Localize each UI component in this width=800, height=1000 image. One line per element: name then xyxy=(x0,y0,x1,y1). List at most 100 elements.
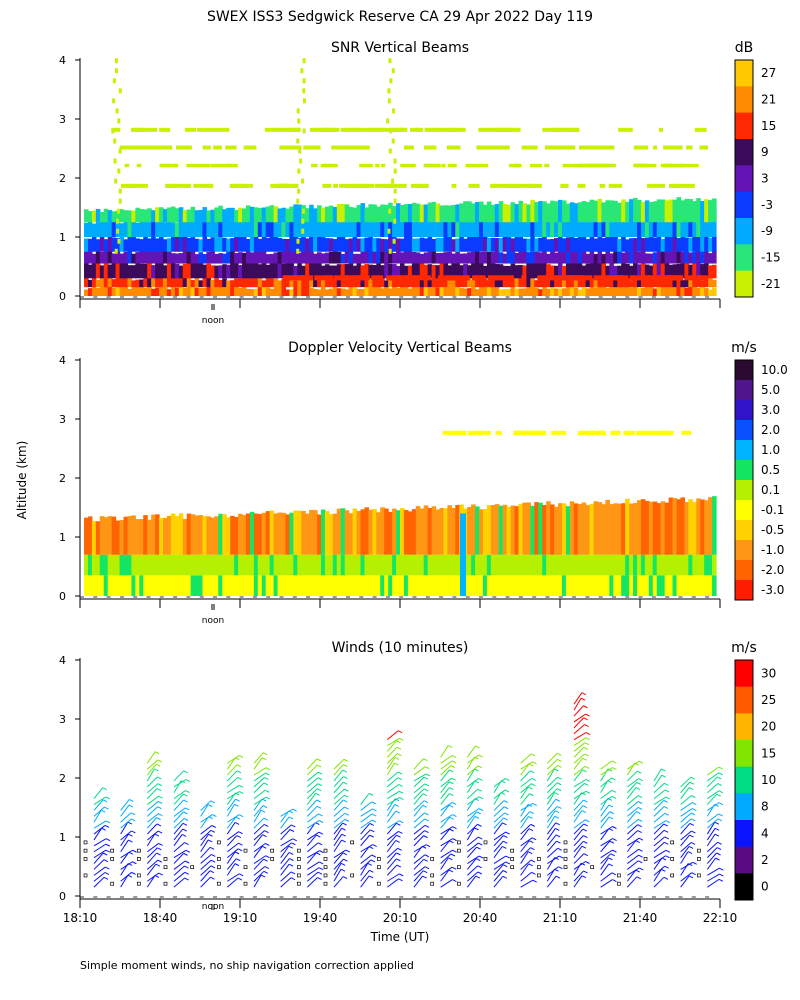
wind-barb-flag xyxy=(664,782,669,786)
doppler-cell xyxy=(297,510,302,555)
snr-cell xyxy=(155,219,160,237)
doppler-cell xyxy=(328,554,334,576)
snr-strong-echo xyxy=(474,275,482,281)
doppler-cell xyxy=(617,503,622,555)
doppler-cell xyxy=(226,554,231,576)
snr-cell xyxy=(534,238,539,252)
wind-barb-flag xyxy=(581,810,586,814)
snr-aloft-echo xyxy=(311,163,318,168)
snr-cell xyxy=(455,285,460,296)
snr-cell xyxy=(427,250,433,264)
snr-aloft-echo xyxy=(213,145,222,150)
wind-barb xyxy=(120,818,132,829)
snr-cell xyxy=(577,215,583,237)
snr-cell xyxy=(439,287,445,296)
snr-cell xyxy=(277,251,283,264)
snr-aloft-echo xyxy=(561,127,571,132)
wind-barb-flag xyxy=(318,820,324,823)
snr-cell xyxy=(123,285,129,296)
snr-cell xyxy=(147,208,152,223)
wind-barb-flag xyxy=(291,842,296,846)
snr-cell xyxy=(321,237,326,252)
doppler-cell xyxy=(261,512,267,555)
wind-barb xyxy=(493,855,507,864)
snr-cell xyxy=(214,285,219,296)
wind-barb-flag xyxy=(637,770,642,774)
snr-cell xyxy=(652,278,658,288)
wind-barb-flag xyxy=(341,833,346,837)
wind-barb-flag xyxy=(585,732,591,735)
wind-barb xyxy=(333,794,345,805)
wind-barb-flag xyxy=(585,779,591,782)
snr-cell xyxy=(680,286,685,296)
wind-barb-flag xyxy=(342,852,348,856)
doppler-cell xyxy=(123,554,129,576)
snr-cell xyxy=(242,218,247,237)
wind-barb-flag xyxy=(422,875,427,879)
wind-barb xyxy=(626,869,637,882)
wind-barb-flag xyxy=(719,867,724,871)
doppler-cell xyxy=(573,554,579,576)
doppler-cell xyxy=(99,554,105,576)
snr-cell xyxy=(510,202,516,223)
wind-barb-flag xyxy=(557,806,562,809)
snr-aloft-echo xyxy=(562,163,573,168)
snr-cell xyxy=(581,212,587,237)
snr-cell xyxy=(423,204,429,223)
snr-cell xyxy=(242,285,247,296)
snr-cell xyxy=(277,261,283,279)
doppler-cell xyxy=(265,554,271,576)
colorbar-swatch xyxy=(735,500,753,521)
snr-cell xyxy=(400,262,405,279)
snr-cell xyxy=(143,221,148,237)
snr-cell xyxy=(640,287,646,296)
wind-barb xyxy=(360,863,369,876)
snr-cell xyxy=(107,264,113,279)
snr-strong-echo xyxy=(541,275,546,281)
wind-barb xyxy=(573,779,587,788)
snr-cell xyxy=(672,280,678,288)
snr-cell xyxy=(107,277,113,288)
snr-cell xyxy=(451,279,456,288)
calm-marker xyxy=(163,865,168,870)
wind-barb xyxy=(200,800,212,811)
snr-cell xyxy=(372,204,377,223)
wind-barb xyxy=(386,840,397,853)
snr-cell xyxy=(676,249,682,264)
snr-cell xyxy=(605,277,610,288)
wind-barb-flag xyxy=(528,786,533,790)
snr-cell xyxy=(376,276,381,288)
snr-aloft-echo xyxy=(323,127,335,132)
snr-cell xyxy=(242,263,247,279)
wind-barb-flag xyxy=(478,754,483,758)
snr-cell xyxy=(688,279,693,288)
wind-barb xyxy=(653,789,666,800)
snr-cell xyxy=(99,211,105,223)
wind-barb xyxy=(520,828,530,841)
wind-barb-flag xyxy=(665,796,671,800)
wind-barb xyxy=(493,861,507,870)
snr-cell xyxy=(534,212,539,237)
snr-aloft-echo xyxy=(359,145,370,150)
wind-barb-flag xyxy=(502,864,508,868)
snr-cell xyxy=(534,250,539,264)
snr-cell xyxy=(324,252,330,264)
wind-barb-flag xyxy=(691,830,696,834)
snr-cell xyxy=(170,263,176,279)
snr-cell xyxy=(159,221,164,237)
wind-barb xyxy=(173,853,184,864)
snr-cell xyxy=(510,215,516,237)
snr-cell xyxy=(91,276,97,288)
snr-cell xyxy=(301,249,306,264)
wind-barb xyxy=(146,823,158,835)
snr-cell xyxy=(558,199,563,223)
wind-barb xyxy=(307,813,319,823)
wind-barb xyxy=(93,796,107,805)
wind-barb xyxy=(93,809,102,823)
snr-cell xyxy=(364,285,369,296)
wind-barb-flag xyxy=(638,860,643,864)
wind-barb xyxy=(386,823,397,835)
snr-cell xyxy=(321,265,326,279)
wind-barb xyxy=(386,847,399,859)
